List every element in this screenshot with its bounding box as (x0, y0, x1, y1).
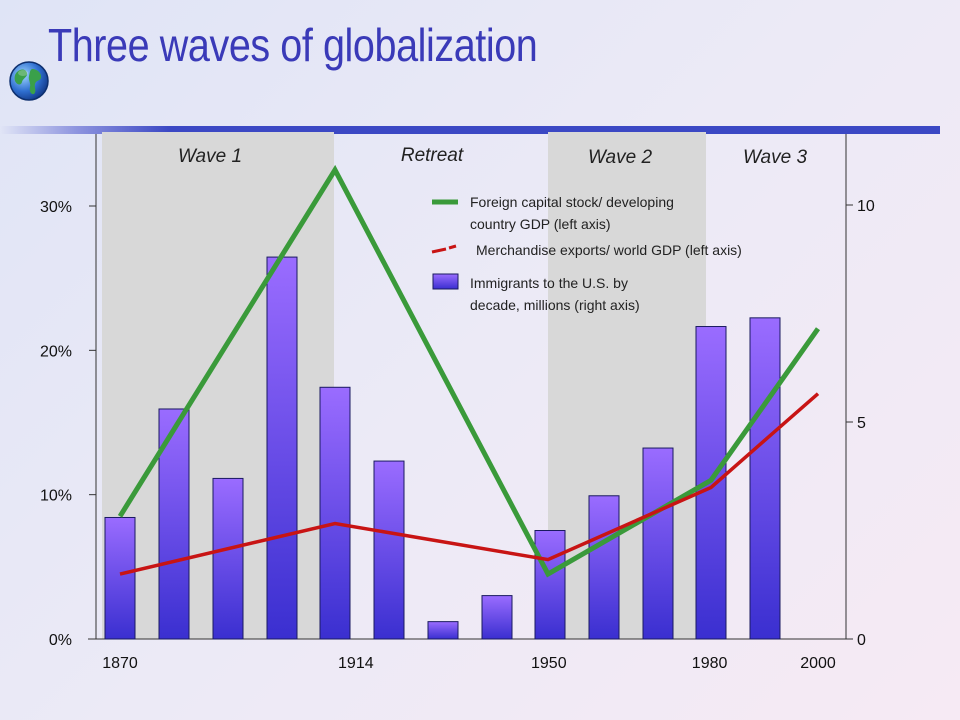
bar-immigrants (374, 461, 404, 639)
right-tick-label: 5 (857, 415, 866, 432)
left-tick-label: 30% (40, 199, 72, 216)
left-tick-label: 10% (40, 488, 72, 505)
period-label-wave-3: Wave 3 (743, 147, 808, 168)
legend-swatch-merchandise-exports (432, 249, 446, 252)
legend-label-foreign-capital: Foreign capital stock/ developing (470, 194, 674, 210)
x-tick-label: 1914 (338, 655, 374, 672)
left-tick-label: 0% (49, 632, 72, 649)
bar-immigrants (535, 531, 565, 640)
legend-label-merchandise-exports: Merchandise exports/ world GDP (left axi… (476, 242, 742, 258)
legend-label-foreign-capital: country GDP (left axis) (470, 216, 611, 232)
legend-label-immigrants: Immigrants to the U.S. by (470, 275, 628, 291)
right-tick-label: 10 (857, 198, 875, 215)
right-tick-label: 0 (857, 632, 866, 649)
bar-immigrants (428, 622, 458, 639)
legend-label-immigrants: decade, millions (right axis) (470, 297, 640, 313)
bar-immigrants (482, 596, 512, 639)
left-tick-label: 20% (40, 343, 72, 360)
x-tick-label: 1980 (692, 655, 728, 672)
bar-immigrants (320, 387, 350, 639)
legend-swatch-immigrants (433, 274, 458, 289)
bar-immigrants (213, 478, 243, 639)
period-label-wave-1: Wave 1 (178, 146, 242, 167)
bar-immigrants (105, 517, 135, 639)
bar-immigrants (267, 257, 297, 639)
bar-immigrants (643, 448, 673, 639)
legend-swatch-merchandise-exports (449, 246, 456, 248)
period-label-wave-2: Wave 2 (588, 147, 653, 168)
x-tick-label: 1950 (531, 655, 567, 672)
period-label-retreat: Retreat (401, 145, 464, 166)
bar-immigrants (589, 496, 619, 639)
x-tick-label: 1870 (102, 655, 138, 672)
x-tick-label: 2000 (800, 655, 836, 672)
bar-immigrants (750, 318, 780, 639)
